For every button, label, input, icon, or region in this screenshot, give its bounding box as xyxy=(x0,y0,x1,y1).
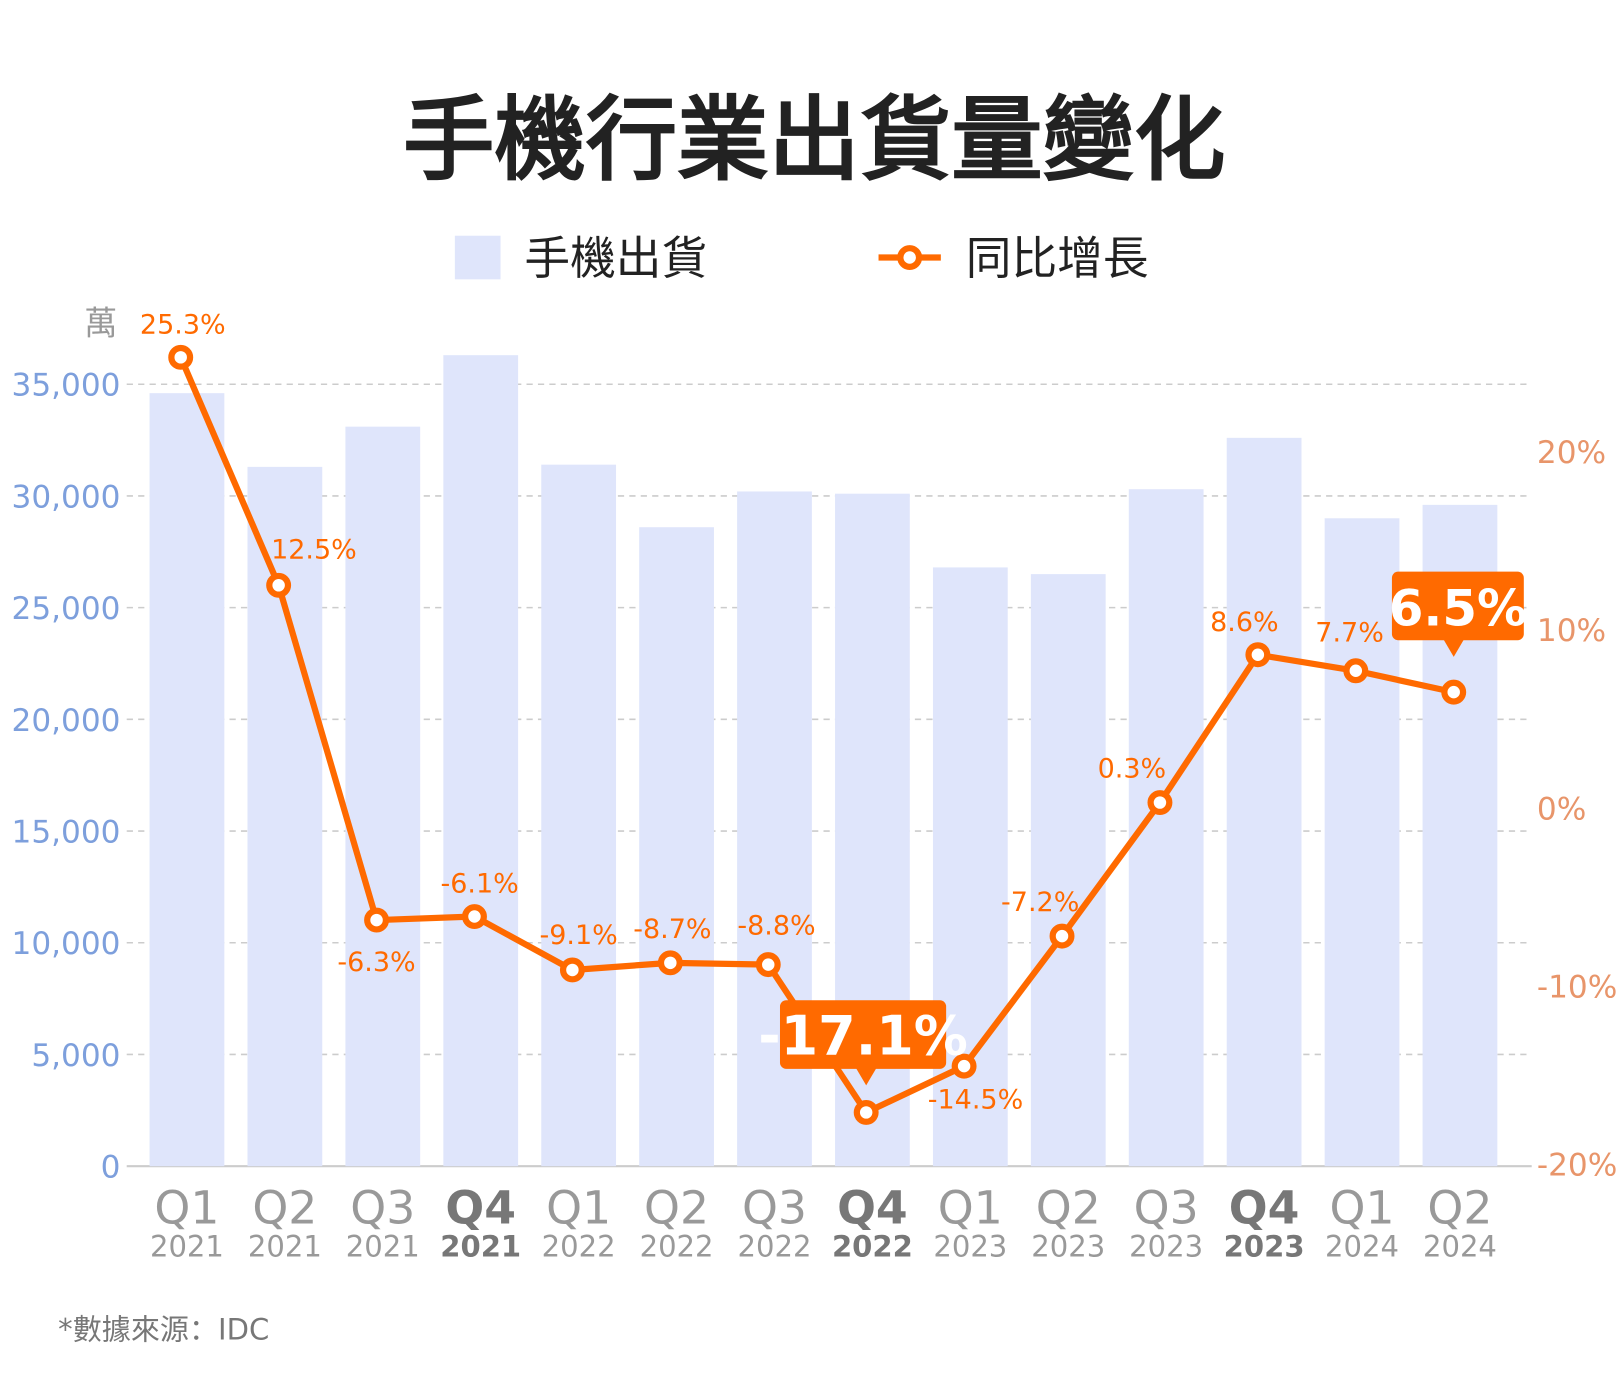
data-label: 12.5% xyxy=(271,534,357,565)
callout-box xyxy=(779,1000,947,1069)
x-tick-quarter: Q3 xyxy=(350,1181,415,1234)
legend-line-label: 同比增長 xyxy=(966,232,1149,285)
callout-label: 6.5% xyxy=(1389,580,1527,638)
x-tick-year: 2022 xyxy=(542,1229,616,1263)
left-axis-tick: 30,000 xyxy=(12,479,121,515)
right-axis-tick: 20% xyxy=(1537,435,1606,471)
growth-point xyxy=(1245,642,1271,668)
x-tick-quarter: Q4 xyxy=(837,1181,908,1234)
bar xyxy=(639,527,714,1167)
data-label: -7.2% xyxy=(1001,887,1079,918)
left-axis-tick: 20,000 xyxy=(12,703,121,739)
right-axis-tick: 10% xyxy=(1537,613,1606,649)
data-label: 0.3% xyxy=(1098,754,1167,785)
callout-pointer xyxy=(1443,639,1465,657)
growth-point xyxy=(462,904,487,929)
x-tick-quarter: Q4 xyxy=(445,1181,516,1234)
growth-point xyxy=(853,1099,879,1125)
left-axis-tick: 10,000 xyxy=(12,926,121,962)
left-axis-tick: 0 xyxy=(101,1150,121,1186)
left-axis-tick: 5,000 xyxy=(31,1038,120,1074)
x-tick-year: 2023 xyxy=(1031,1229,1105,1263)
data-label: -9.1% xyxy=(539,920,617,951)
callout-pointer xyxy=(855,1067,877,1086)
growth-point xyxy=(1049,923,1075,949)
x-tick-year: 2022 xyxy=(738,1229,812,1263)
x-tick-quarter: Q2 xyxy=(252,1181,317,1234)
left-axis-unit: 萬 xyxy=(84,303,117,342)
legend-bar-label: 手機出貨 xyxy=(524,232,707,285)
x-tick-year: 2023 xyxy=(933,1229,1007,1263)
data-label: 7.7% xyxy=(1315,618,1384,649)
source-note: *數據來源：IDC xyxy=(58,1313,269,1347)
right-axis-tick: -10% xyxy=(1537,969,1617,1005)
x-tick-quarter: Q1 xyxy=(1330,1181,1395,1234)
bar xyxy=(149,393,225,1167)
x-tick-quarter: Q1 xyxy=(938,1181,1003,1234)
data-label: 8.6% xyxy=(1210,607,1279,638)
right-axis-tick: 0% xyxy=(1537,791,1586,827)
x-tick-quarter: Q4 xyxy=(1229,1181,1300,1234)
data-label: -8.8% xyxy=(737,911,815,942)
x-tick-quarter: Q2 xyxy=(1427,1181,1492,1234)
legend: 手機出貨 同比增長 xyxy=(454,232,1149,285)
data-label: -6.3% xyxy=(337,947,415,978)
x-tick-year: 2021 xyxy=(346,1229,420,1263)
x-tick-quarter: Q1 xyxy=(546,1181,611,1234)
callout-label: -17.1% xyxy=(758,1004,968,1067)
growth-point xyxy=(168,344,194,370)
bar xyxy=(1030,574,1106,1167)
x-tick-year: 2024 xyxy=(1423,1229,1497,1263)
x-tick-year: 2021 xyxy=(440,1229,521,1263)
x-tick-quarter: Q3 xyxy=(742,1181,807,1234)
bar xyxy=(247,466,323,1167)
x-tick-year: 2022 xyxy=(640,1229,714,1263)
legend-line-marker xyxy=(897,245,923,270)
callout-box xyxy=(1391,571,1524,641)
x-tick-year: 2024 xyxy=(1325,1229,1399,1263)
x-tick-year: 2022 xyxy=(832,1229,913,1263)
x-tick-quarter: Q3 xyxy=(1134,1181,1199,1234)
bar xyxy=(443,355,519,1167)
x-tick-year: 2023 xyxy=(1224,1229,1305,1263)
growth-point xyxy=(1343,658,1369,684)
legend-bar-swatch xyxy=(454,235,501,280)
highlight-callout: 6.5% xyxy=(1389,571,1527,657)
growth-point xyxy=(755,952,781,978)
x-tick-quarter: Q2 xyxy=(1036,1181,1101,1234)
growth-point xyxy=(364,907,390,933)
left-axis-tick: 35,000 xyxy=(12,368,121,404)
growth-point xyxy=(266,572,292,598)
bar xyxy=(1226,437,1302,1167)
bar xyxy=(541,464,617,1167)
right-axis-tick: -20% xyxy=(1537,1147,1617,1183)
chart-title: 手機行業出貨量變化 xyxy=(403,86,1225,193)
left-axis-tick: 15,000 xyxy=(12,814,121,850)
growth-point xyxy=(1147,790,1173,816)
bar xyxy=(345,426,421,1167)
data-label: -6.1% xyxy=(441,869,519,900)
growth-point xyxy=(951,1053,977,1079)
data-label: -14.5% xyxy=(928,1085,1023,1116)
x-tick-quarter: Q2 xyxy=(644,1181,709,1234)
growth-point xyxy=(559,957,585,983)
x-tick-year: 2021 xyxy=(248,1229,322,1263)
growth-point xyxy=(1441,679,1467,705)
data-label: -8.7% xyxy=(633,914,711,945)
x-tick-year: 2021 xyxy=(150,1229,224,1263)
growth-point xyxy=(657,950,683,976)
data-label: 25.3% xyxy=(140,309,226,340)
x-tick-year: 2023 xyxy=(1129,1229,1203,1263)
x-tick-quarter: Q1 xyxy=(154,1181,219,1234)
highlight-callout: -17.1% xyxy=(758,1000,968,1086)
bar xyxy=(1324,518,1400,1167)
left-axis-tick: 25,000 xyxy=(12,591,121,627)
